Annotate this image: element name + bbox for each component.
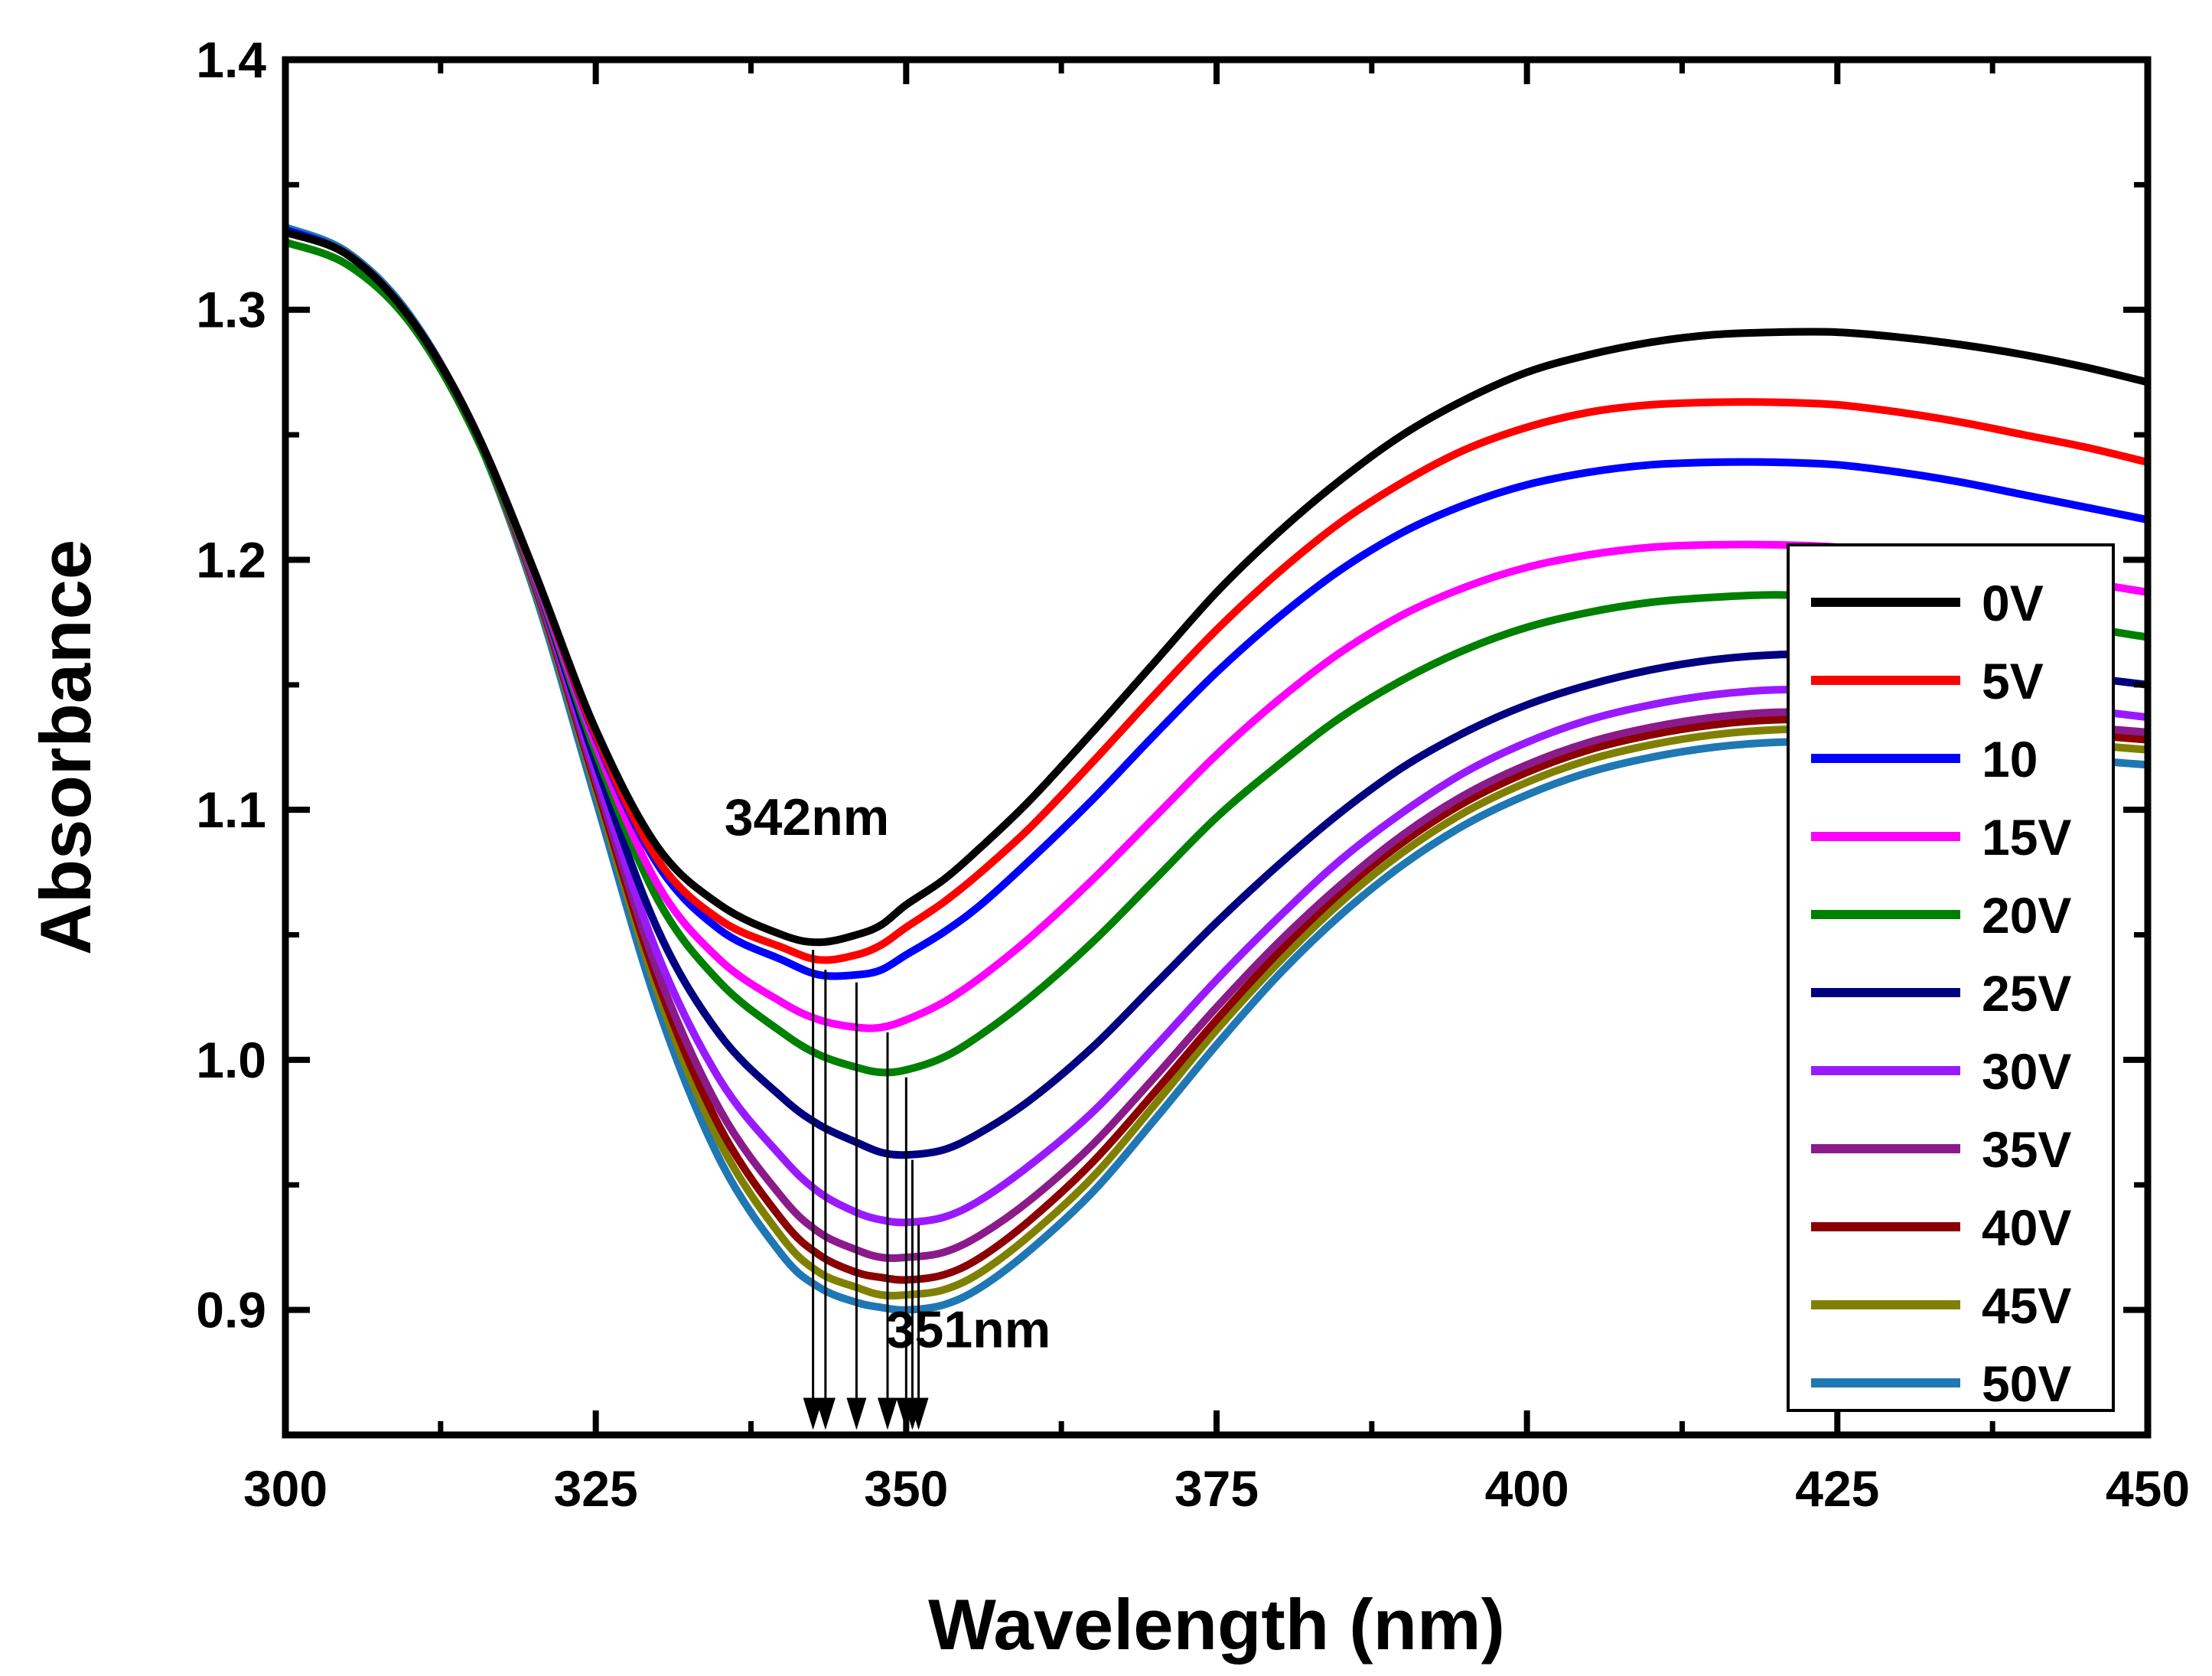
x-tick-label: 325 <box>554 1460 638 1517</box>
legend-label: 30V <box>1982 1043 2071 1100</box>
x-axis-title: Wavelength (nm) <box>928 1584 1505 1665</box>
x-tick-label: 350 <box>864 1460 948 1517</box>
y-axis-title: Absorbance <box>25 540 106 955</box>
legend-label: 25V <box>1982 965 2071 1022</box>
y-tick-label: 1.2 <box>196 531 266 588</box>
legend-label: 15V <box>1982 809 2071 866</box>
y-tick-label: 0.9 <box>196 1282 266 1339</box>
series-layer <box>285 223 2148 1314</box>
series-line-0V <box>285 228 2148 947</box>
x-tick-label: 425 <box>1795 1460 1879 1517</box>
legend-label: 50V <box>1982 1355 2071 1412</box>
legend: 0V 5V 10 15V 20V 25V 30V 35V 40V 45V 50V <box>1787 543 2115 1412</box>
annotation-label: 351nm <box>886 1301 1051 1359</box>
axes-layer: 300 325 350 375 400 425 450 0.9 1.0 1.1 1.2 1.3 1.4 <box>196 31 2190 1517</box>
legend-label: 10 <box>1982 731 2038 787</box>
arrow-layer <box>803 950 929 1430</box>
legend-label: 0V <box>1982 575 2044 631</box>
x-tick-label: 400 <box>1485 1460 1569 1517</box>
x-tick-label: 450 <box>2106 1460 2190 1517</box>
arrow-head-3 <box>877 1397 898 1430</box>
y-tick-label: 1.1 <box>196 781 266 838</box>
x-tick-label: 300 <box>243 1460 327 1517</box>
y-tick-label: 1.3 <box>196 282 266 338</box>
legend-label: 5V <box>1982 653 2044 709</box>
y-tick-label: 1.0 <box>196 1032 266 1088</box>
arrow-head-1 <box>815 1397 836 1430</box>
x-tick-label: 375 <box>1174 1460 1259 1517</box>
annotation-layer: 342nm 351nm <box>725 788 1051 1359</box>
legend-label: 45V <box>1982 1277 2071 1334</box>
legend-label: 20V <box>1982 887 2071 944</box>
legend-label: 40V <box>1982 1199 2071 1256</box>
legend-label: 35V <box>1982 1121 2071 1178</box>
y-tick-label: 1.4 <box>196 31 266 88</box>
legend-box <box>1787 543 2115 1412</box>
annotation-label: 342nm <box>725 788 889 846</box>
arrow-head-6 <box>908 1397 929 1430</box>
arrow-head-2 <box>846 1397 867 1430</box>
